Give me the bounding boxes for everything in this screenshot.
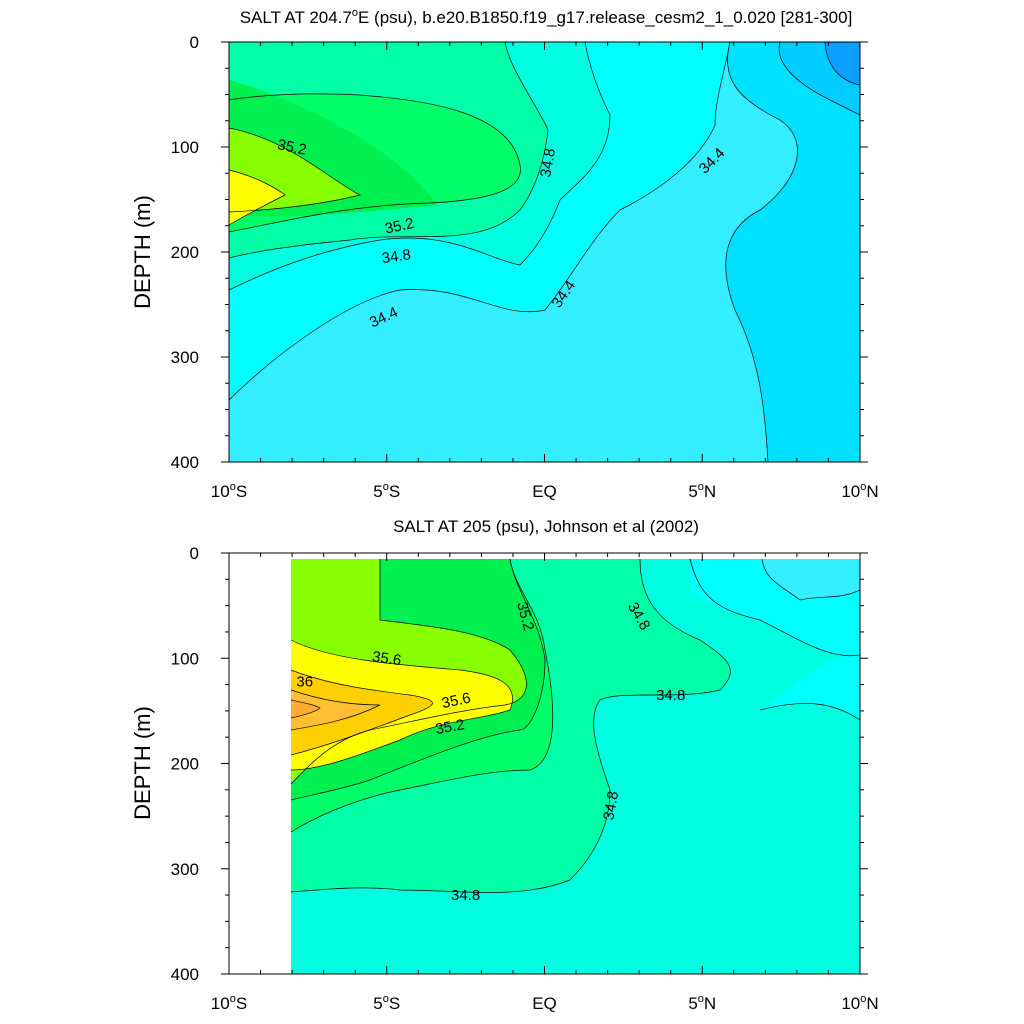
top-xtick-label: 5oS	[373, 481, 400, 501]
top-contour-label: 35.2	[276, 136, 308, 159]
bottom-panel: SALT AT 205 (psu), Johnson et al (2002)	[130, 517, 879, 1013]
bottom-contour-label: 36	[296, 673, 313, 690]
top-contour-label: 34.8	[381, 246, 412, 267]
top-contour-labels: 35.235.234.834.434.834.434.4	[276, 136, 728, 331]
bottom-ytick-label: 0	[190, 544, 199, 563]
top-contour-label: 35.2	[383, 215, 415, 238]
top-ytick-label: 300	[171, 348, 199, 367]
bottom-contour-label: 35.6	[440, 689, 472, 712]
top-y-axis-label: DEPTH (m)	[130, 195, 155, 309]
bottom-contour-label: 34.8	[656, 687, 685, 704]
top-contour-label: 34.8	[537, 147, 559, 179]
top-panel-title: SALT AT 204.7oE (psu), b.e20.B1850.f19_g…	[240, 7, 853, 27]
bottom-xtick-label: 10oN	[841, 993, 878, 1013]
bottom-contour-label: 35.2	[513, 600, 537, 633]
bottom-contour-label: 35.6	[371, 648, 402, 669]
top-xtick-label: 10oN	[841, 481, 878, 501]
top-ytick-label: 400	[171, 453, 199, 472]
bottom-ytick-label: 200	[171, 755, 199, 774]
bottom-xtick-label: EQ	[532, 994, 557, 1013]
bottom-y-axis-label: DEPTH (m)	[130, 706, 155, 820]
top-axes: 10oS 5oS EQ 5oN 10oN 0 100 200 300 400	[171, 33, 879, 501]
bottom-panel-title: SALT AT 205 (psu), Johnson et al (2002)	[393, 517, 699, 536]
bottom-ytick-label: 100	[171, 649, 199, 668]
bottom-ytick-label: 300	[171, 860, 199, 879]
bottom-contour-label: 34.8	[600, 790, 622, 822]
top-xtick-label: 10oS	[211, 481, 247, 501]
bottom-xtick-label: 10oS	[211, 993, 247, 1013]
top-ytick-label: 100	[171, 138, 199, 157]
top-xtick-label: EQ	[532, 482, 557, 501]
top-ytick-label: 0	[190, 33, 199, 52]
bottom-contour-label: 35.2	[434, 716, 466, 738]
bottom-contour-fills	[229, 553, 860, 974]
top-ytick-label: 200	[171, 243, 199, 262]
top-contour-fills	[229, 42, 860, 462]
bottom-contour-label: 34.8	[451, 887, 480, 904]
top-panel: SALT AT 204.7oE (psu), b.e20.B1850.f19_g…	[130, 7, 879, 501]
bottom-xtick-label: 5oN	[688, 993, 716, 1013]
bottom-xtick-label: 5oS	[373, 993, 400, 1013]
top-xtick-label: 5oN	[688, 481, 716, 501]
bottom-ytick-label: 400	[171, 965, 199, 984]
bottom-axes: 10oS 5oS EQ 5oN 10oN 0 100 200 300 400	[171, 544, 879, 1013]
